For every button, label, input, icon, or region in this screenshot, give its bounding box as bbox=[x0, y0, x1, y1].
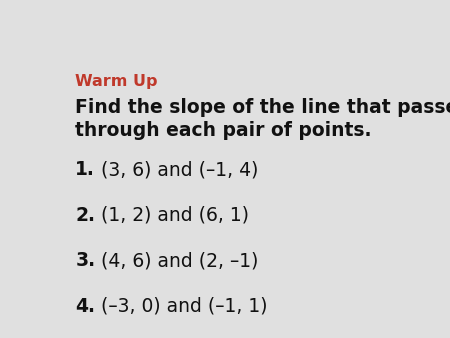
Text: 4.: 4. bbox=[76, 297, 95, 316]
Text: 2.: 2. bbox=[76, 206, 95, 225]
Text: Warm Up: Warm Up bbox=[76, 74, 158, 89]
Text: (4, 6) and (2, –1): (4, 6) and (2, –1) bbox=[100, 251, 258, 270]
Text: Find the slope of the line that passes
through each pair of points.: Find the slope of the line that passes t… bbox=[76, 98, 450, 140]
Text: 3.: 3. bbox=[76, 251, 95, 270]
Text: (–3, 0) and (–1, 1): (–3, 0) and (–1, 1) bbox=[100, 297, 267, 316]
Text: (1, 2) and (6, 1): (1, 2) and (6, 1) bbox=[100, 206, 248, 225]
Text: (3, 6) and (–1, 4): (3, 6) and (–1, 4) bbox=[100, 160, 258, 179]
Text: 1.: 1. bbox=[76, 160, 95, 179]
